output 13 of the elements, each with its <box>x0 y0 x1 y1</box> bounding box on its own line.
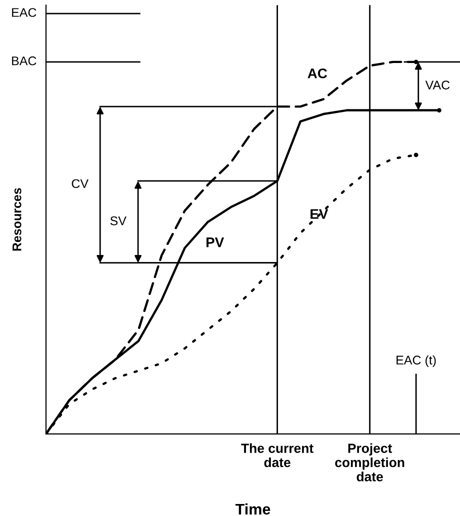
series-label: PV <box>206 238 224 248</box>
x-tick-label: The current date <box>241 443 314 468</box>
annotation: SV <box>110 216 126 226</box>
ref-line-label: EAC <box>12 8 36 17</box>
y-axis-title: Resources <box>12 188 22 251</box>
x-tick-label: EAC (t) <box>396 355 436 367</box>
annotation: CV <box>72 179 88 188</box>
series-label: AC <box>308 68 328 78</box>
series-label: EV <box>310 209 328 219</box>
x-axis-title: Time <box>235 503 270 515</box>
ref-line-label: BAC <box>12 56 36 66</box>
x-tick-label: Project completion date <box>335 443 404 482</box>
annotation: VAC <box>425 80 450 90</box>
